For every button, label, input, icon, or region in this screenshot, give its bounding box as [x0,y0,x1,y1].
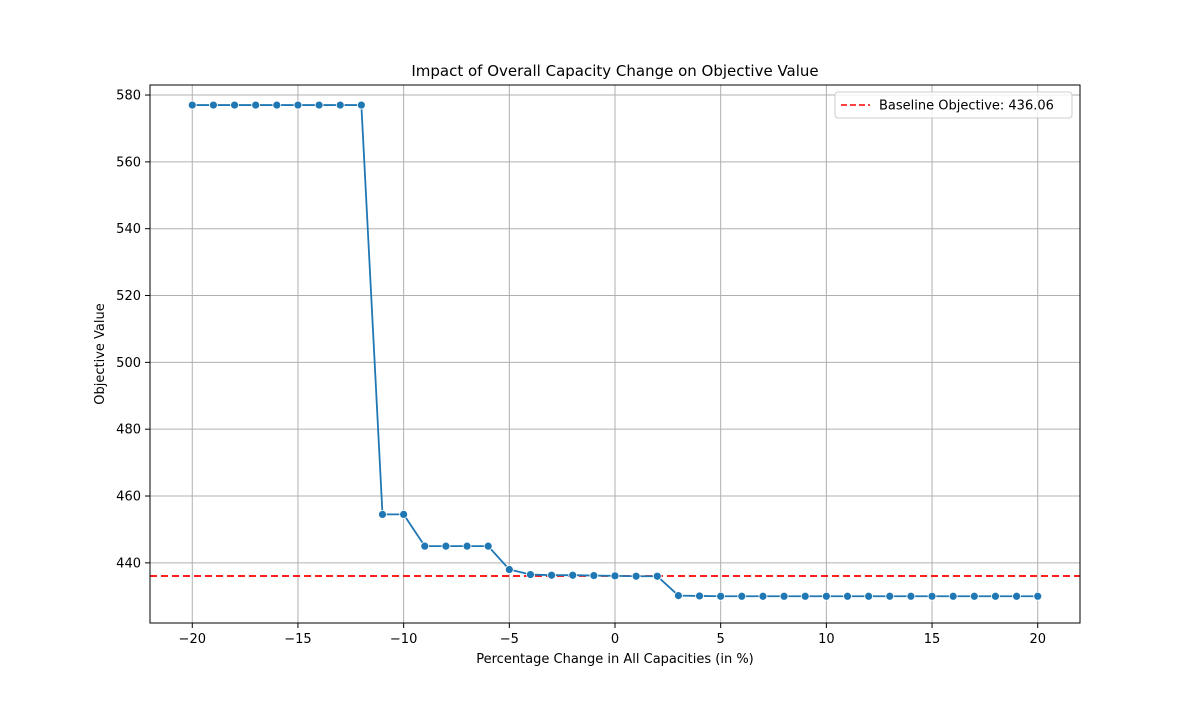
x-tick-label: −20 [179,632,206,647]
data-point [885,591,895,601]
data-point [568,570,578,580]
data-point [526,570,535,579]
y-tick-label: 480 [116,423,141,438]
data-point [462,541,472,551]
data-point [420,541,430,551]
series-layer [187,100,1043,601]
data-point [610,571,620,581]
y-tick-label: 460 [116,490,141,505]
x-tick-label: 15 [924,632,941,647]
y-tick-label: 440 [116,556,141,571]
y-tick-label: 580 [116,89,141,104]
x-tick-label: 0 [611,632,619,647]
data-point [843,591,852,601]
data-point [674,591,683,600]
data-point [948,591,958,601]
legend: Baseline Objective: 436.06 [834,91,1073,119]
data-point [695,591,704,601]
data-point [187,100,197,110]
data-point [991,591,1000,601]
data-point [230,100,239,110]
data-point [504,565,514,574]
legend-box [834,91,1073,119]
chart-title: Impact of Overall Capacity Change on Obj… [411,62,818,80]
data-point [1033,591,1043,601]
y-axis-label: Objective Value [93,303,108,404]
data-point [589,571,599,580]
data-point [209,100,218,110]
x-tick-label: −5 [500,632,519,647]
data-point [314,100,324,110]
data-point [272,100,282,110]
x-tick-label: −15 [284,632,311,647]
y-tick-label: 540 [116,222,141,237]
y-tick-label: 520 [116,289,141,304]
data-point [251,100,261,110]
data-point [399,509,409,519]
data-point [906,591,916,601]
data-point [631,571,641,581]
data-point [821,591,831,601]
data-point [652,571,662,581]
x-tick-label: 10 [818,632,835,647]
data-point [864,591,874,601]
y-tick-label: 560 [116,155,141,170]
axis-ticks: −20 −15 −10 −5 0 5 10 15 20 440 460 480 500 520 540 560… [116,89,1046,647]
x-tick-label: −10 [390,632,417,647]
data-point [441,541,451,551]
data-point [1012,591,1021,601]
x-tick-label: 5 [717,632,725,647]
data-point [969,591,979,601]
data-point [335,100,345,110]
data-point [737,591,747,601]
data-point [758,591,768,601]
data-point [800,591,810,601]
grid [150,85,1080,623]
data-point [716,591,726,601]
data-point [927,591,937,601]
legend-entry-baseline: Baseline Objective: 436.06 [879,99,1054,114]
x-tick-label: 20 [1029,632,1046,647]
data-point [547,570,556,580]
data-point [293,100,303,110]
data-point [779,591,789,601]
data-point [378,509,387,519]
y-tick-label: 500 [116,356,141,371]
x-axis-label: Percentage Change in All Capacities (in … [476,652,754,667]
data-point [483,541,493,551]
data-point [356,100,366,110]
